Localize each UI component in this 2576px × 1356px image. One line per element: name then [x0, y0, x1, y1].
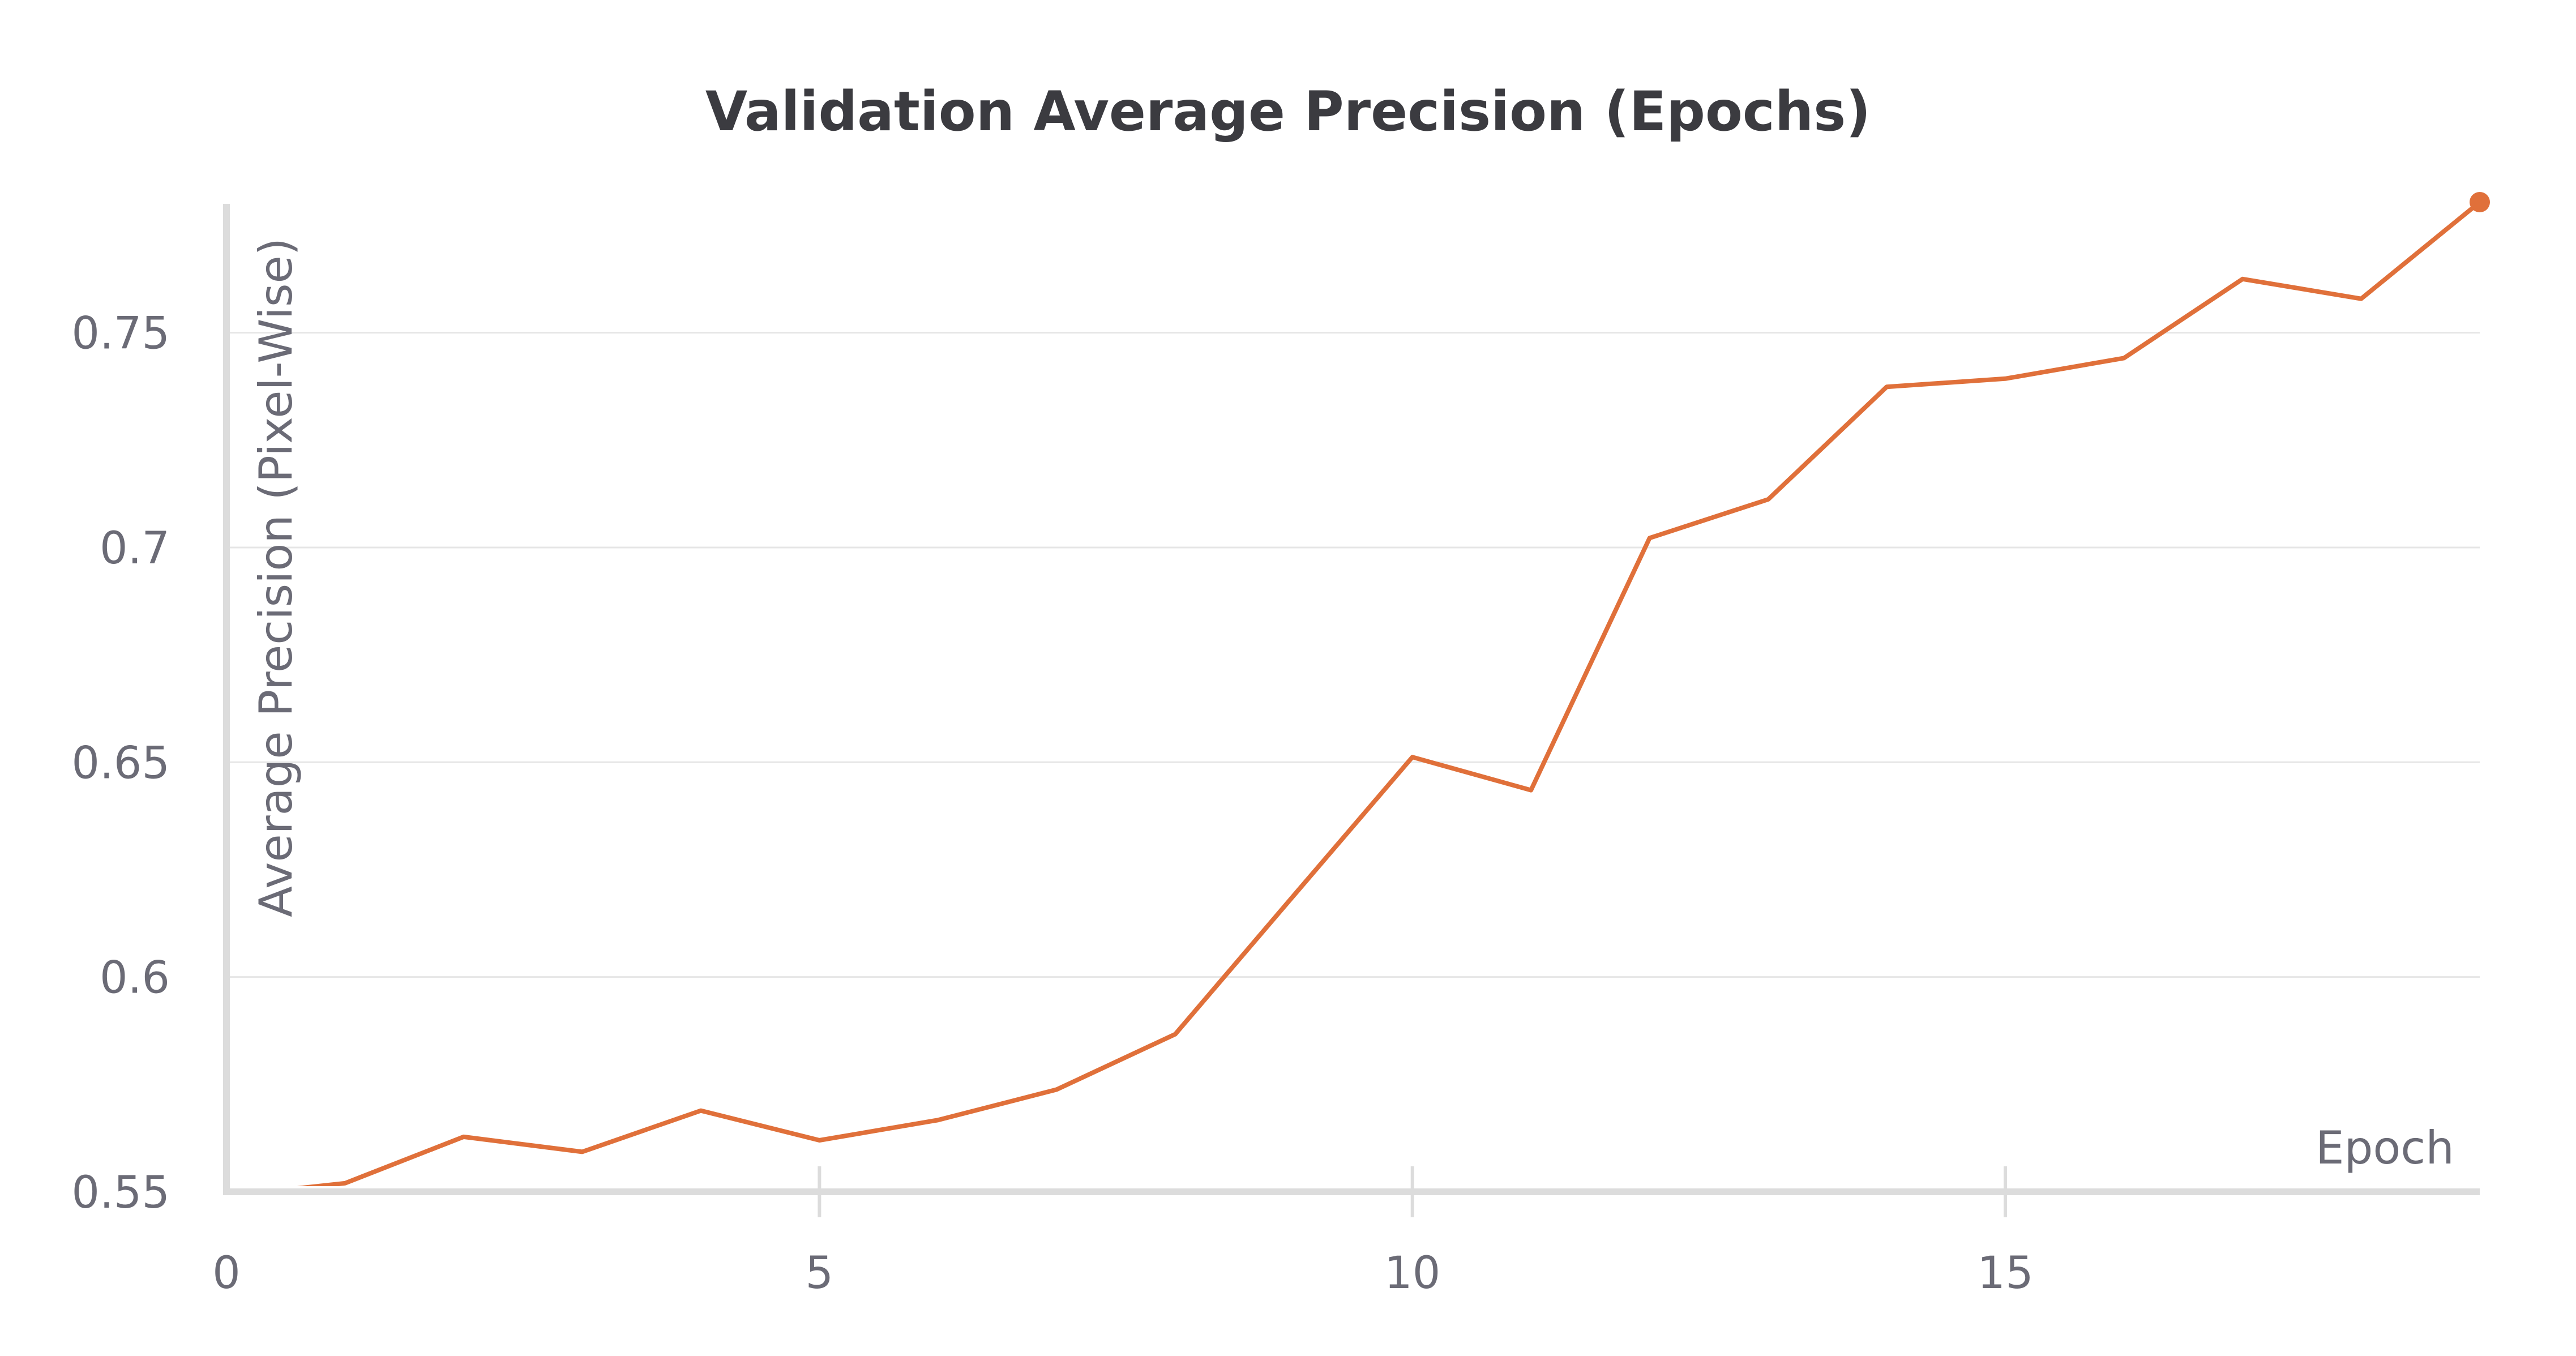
axes: [223, 204, 2480, 1217]
chart-title: Validation Average Precision (Epochs): [705, 80, 1871, 143]
series: [297, 191, 2490, 1186]
x-tick-label: 10: [1384, 1248, 1440, 1299]
y-tick-label: 0.6: [100, 953, 170, 1004]
x-tick-label: 15: [1977, 1248, 2033, 1299]
tick-labels: 0.55 0.6 0.65 0.7 0.75 0 5 10 15: [71, 309, 2033, 1299]
y-tick-label: 0.75: [71, 309, 170, 360]
y-tick-label: 0.7: [100, 523, 170, 574]
x-tick-label: 0: [212, 1248, 241, 1299]
series-line: [297, 200, 2482, 1186]
x-axis-label: Epoch: [2316, 1122, 2454, 1174]
series-end-point: [2470, 191, 2490, 212]
y-tick-label: 0.65: [71, 738, 170, 789]
y-tick-label: 0.55: [71, 1167, 170, 1218]
x-tick-label: 5: [806, 1248, 834, 1299]
gridlines: [226, 332, 2480, 978]
y-axis-label: Average Precision (Pixel-Wise): [250, 238, 302, 917]
